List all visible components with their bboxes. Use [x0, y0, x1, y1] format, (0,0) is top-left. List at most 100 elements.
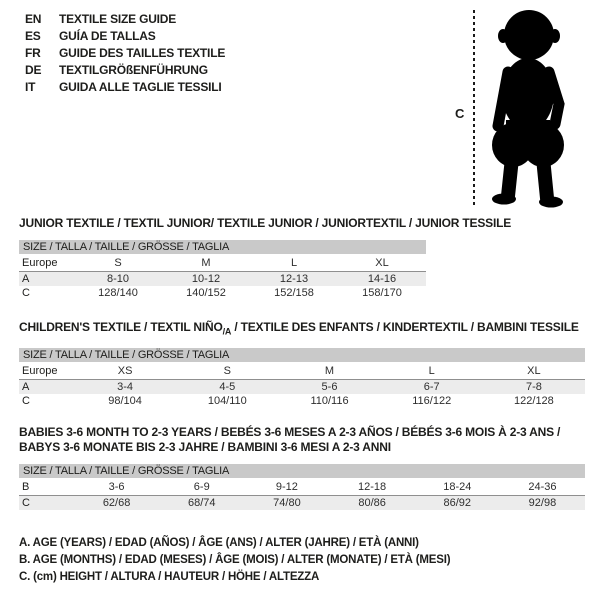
junior-textile-section: JUNIOR TEXTILE / TEXTIL JUNIOR/ TEXTILE …: [19, 216, 511, 301]
size-value-cell: 74/80: [273, 497, 301, 509]
size-value-cell: 12-13: [279, 273, 309, 285]
footnote-age-years: A. AGE (YEARS) / EDAD (AÑOS) / ÂGE (ANS)…: [19, 537, 419, 549]
table-rows: Europe S M L XL A 8-10 10-12 12-13 14-16 C 128/140 1…: [19, 256, 426, 301]
table-row: B 3-6 6-9 9-12 12-18 18-24 24-36: [19, 480, 585, 495]
row-label: C: [22, 395, 30, 408]
table-row: C 128/140 140/152 152/158 158/170: [19, 286, 426, 301]
lang-title: GUIDA ALLE TAGLIE TESSILI: [59, 80, 222, 94]
row-cells: 98/104 104/110 110/116 116/122 122/128: [74, 394, 585, 409]
table-title-text: BABYS 3-6 MONATE BIS 2-3 JAHRE / BAMBINI…: [19, 440, 391, 454]
row-cells: 3-4 4-5 5-6 6-7 7-8: [74, 380, 585, 394]
size-value-cell: 158/170: [362, 287, 402, 299]
size-value-cell: L: [290, 257, 298, 269]
size-header-bar: SIZE / TALLA / TAILLE / GRÖSSE / TAGLIA: [19, 240, 426, 254]
size-value-cell: XS: [117, 365, 133, 378]
size-value-cell: 104/110: [207, 395, 247, 408]
lang-code: EN: [25, 12, 42, 26]
table-title-text: BABIES 3-6 MONTH TO 2-3 YEARS / BEBÉS 3-…: [19, 425, 561, 439]
size-value-cell: 9-12: [275, 481, 298, 493]
size-value-cell: 140/152: [186, 287, 226, 299]
size-value-cell: 80/86: [358, 497, 386, 509]
size-value-cell: 24-36: [528, 481, 557, 493]
lang-title: GUIDE DES TAILLES TEXTILE: [59, 46, 226, 60]
size-value-cell: 62/68: [102, 497, 131, 509]
size-value-cell: XL: [527, 365, 541, 378]
language-title-list: EN TEXTILE SIZE GUIDE ES GUÍA DE TALLAS …: [25, 11, 225, 96]
lang-title: TEXTILE SIZE GUIDE: [59, 12, 177, 26]
table-rows: B 3-6 6-9 9-12 12-18 18-24 24-36 C 62/68 68/74 74/…: [19, 480, 585, 510]
lang-row-it: IT GUIDA ALLE TAGLIE TESSILI: [25, 79, 225, 96]
size-value-cell: S: [223, 365, 231, 378]
size-value-cell: 12-18: [358, 481, 387, 493]
table-title-text: CHILDREN'S TEXTILE / TEXTIL NIÑO: [19, 320, 223, 334]
size-value-cell: S: [114, 257, 122, 269]
size-value-cell: 7-8: [525, 381, 542, 394]
height-measure-dashed-line: [473, 10, 475, 207]
legend-footnotes: A. AGE (YEARS) / EDAD (AÑOS) / ÂGE (ANS)…: [19, 535, 451, 586]
row-label: Europe: [22, 257, 58, 269]
lang-row-es: ES GUÍA DE TALLAS: [25, 28, 225, 45]
row-label: C: [22, 497, 30, 509]
table-rows: Europe XS S M L XL A 3-4 4-5 5-6 6-7 7-8 C 98/104 104/…: [19, 364, 585, 409]
row-cells: S M L XL: [74, 256, 426, 271]
size-value-cell: L: [428, 365, 435, 378]
row-cells: 128/140 140/152 152/158 158/170: [74, 286, 426, 301]
size-value-cell: 14-16: [367, 273, 397, 285]
baby-silhouette-icon: [492, 10, 565, 208]
row-cells: XS S M L XL: [74, 364, 585, 379]
lang-title: GUÍA DE TALLAS: [59, 29, 156, 43]
table-row: C 62/68 68/74 74/80 80/86 86/92 92/98: [19, 495, 585, 510]
size-value-cell: 68/74: [187, 497, 216, 509]
table-row: A 8-10 10-12 12-13 14-16: [19, 271, 426, 286]
table-title-text: /A: [222, 326, 232, 337]
lang-row-de: DE TEXTILGRÖßENFÜHRUNG: [25, 62, 225, 79]
table-title: BABIES 3-6 MONTH TO 2-3 YEARS / BEBÉS 3-…: [19, 425, 585, 455]
childrens-textile-section: CHILDREN'S TEXTILE / TEXTIL NIÑO/A / TEX…: [19, 320, 585, 409]
size-value-cell: XL: [375, 257, 389, 269]
lang-code: ES: [25, 29, 41, 43]
table-title: JUNIOR TEXTILE / TEXTIL JUNIOR/ TEXTILE …: [19, 216, 511, 231]
size-header-bar: SIZE / TALLA / TAILLE / GRÖSSE / TAGLIA: [19, 464, 585, 478]
size-value-cell: M: [201, 257, 211, 269]
size-value-cell: 122/128: [514, 395, 554, 408]
size-value-cell: 98/104: [108, 395, 142, 408]
table-title-text: / TEXTILE DES ENFANTS / KINDERTEXTIL / B…: [231, 320, 579, 334]
lang-row-fr: FR GUIDE DES TAILLES TEXTILE: [25, 45, 225, 62]
size-value-cell: 128/140: [98, 287, 138, 299]
size-value-cell: 116/122: [412, 395, 452, 408]
lang-code: IT: [25, 80, 36, 94]
table-title-text: JUNIOR TEXTILE / TEXTIL JUNIOR/ TEXTILE …: [19, 216, 512, 230]
size-value-cell: 10-12: [191, 273, 221, 285]
lang-row-en: EN TEXTILE SIZE GUIDE: [25, 11, 225, 28]
size-value-cell: M: [324, 365, 335, 378]
size-value-cell: 86/92: [443, 497, 472, 509]
row-cells: 8-10 10-12 12-13 14-16: [74, 272, 426, 286]
row-label: B: [22, 481, 30, 493]
size-value-cell: 6-7: [423, 381, 440, 394]
size-value-cell: 3-6: [108, 481, 125, 493]
row-label: A: [22, 381, 30, 394]
table-row: Europe XS S M L XL: [19, 364, 585, 379]
size-value-cell: 8-10: [106, 273, 130, 285]
table-row: C 98/104 104/110 110/116 116/122 122/128: [19, 394, 585, 409]
row-label: A: [22, 273, 30, 285]
row-cells: 3-6 6-9 9-12 12-18 18-24 24-36: [74, 480, 585, 495]
size-value-cell: 6-9: [193, 481, 210, 493]
size-value-cell: 4-5: [219, 381, 236, 394]
row-cells: 62/68 68/74 74/80 80/86 86/92 92/98: [74, 496, 585, 510]
size-value-cell: 152/158: [274, 287, 314, 299]
size-value-cell: 92/98: [528, 497, 557, 509]
size-value-cell: 110/116: [310, 395, 349, 408]
height-marker-label: C: [455, 106, 465, 121]
lang-code: DE: [25, 63, 42, 77]
table-row: A 3-4 4-5 5-6 6-7 7-8: [19, 379, 585, 395]
footnote-age-months: B. AGE (MONTHS) / EDAD (MESES) / ÂGE (MO…: [19, 554, 451, 566]
size-value-cell: 18-24: [443, 481, 472, 493]
size-value-cell: 5-6: [321, 381, 338, 394]
babies-textile-section: BABIES 3-6 MONTH TO 2-3 YEARS / BEBÉS 3-…: [19, 425, 585, 510]
table-title: CHILDREN'S TEXTILE / TEXTIL NIÑO/A / TEX…: [19, 320, 585, 339]
table-row: Europe S M L XL: [19, 256, 426, 271]
lang-code: FR: [25, 46, 41, 60]
row-label: Europe: [22, 365, 58, 378]
